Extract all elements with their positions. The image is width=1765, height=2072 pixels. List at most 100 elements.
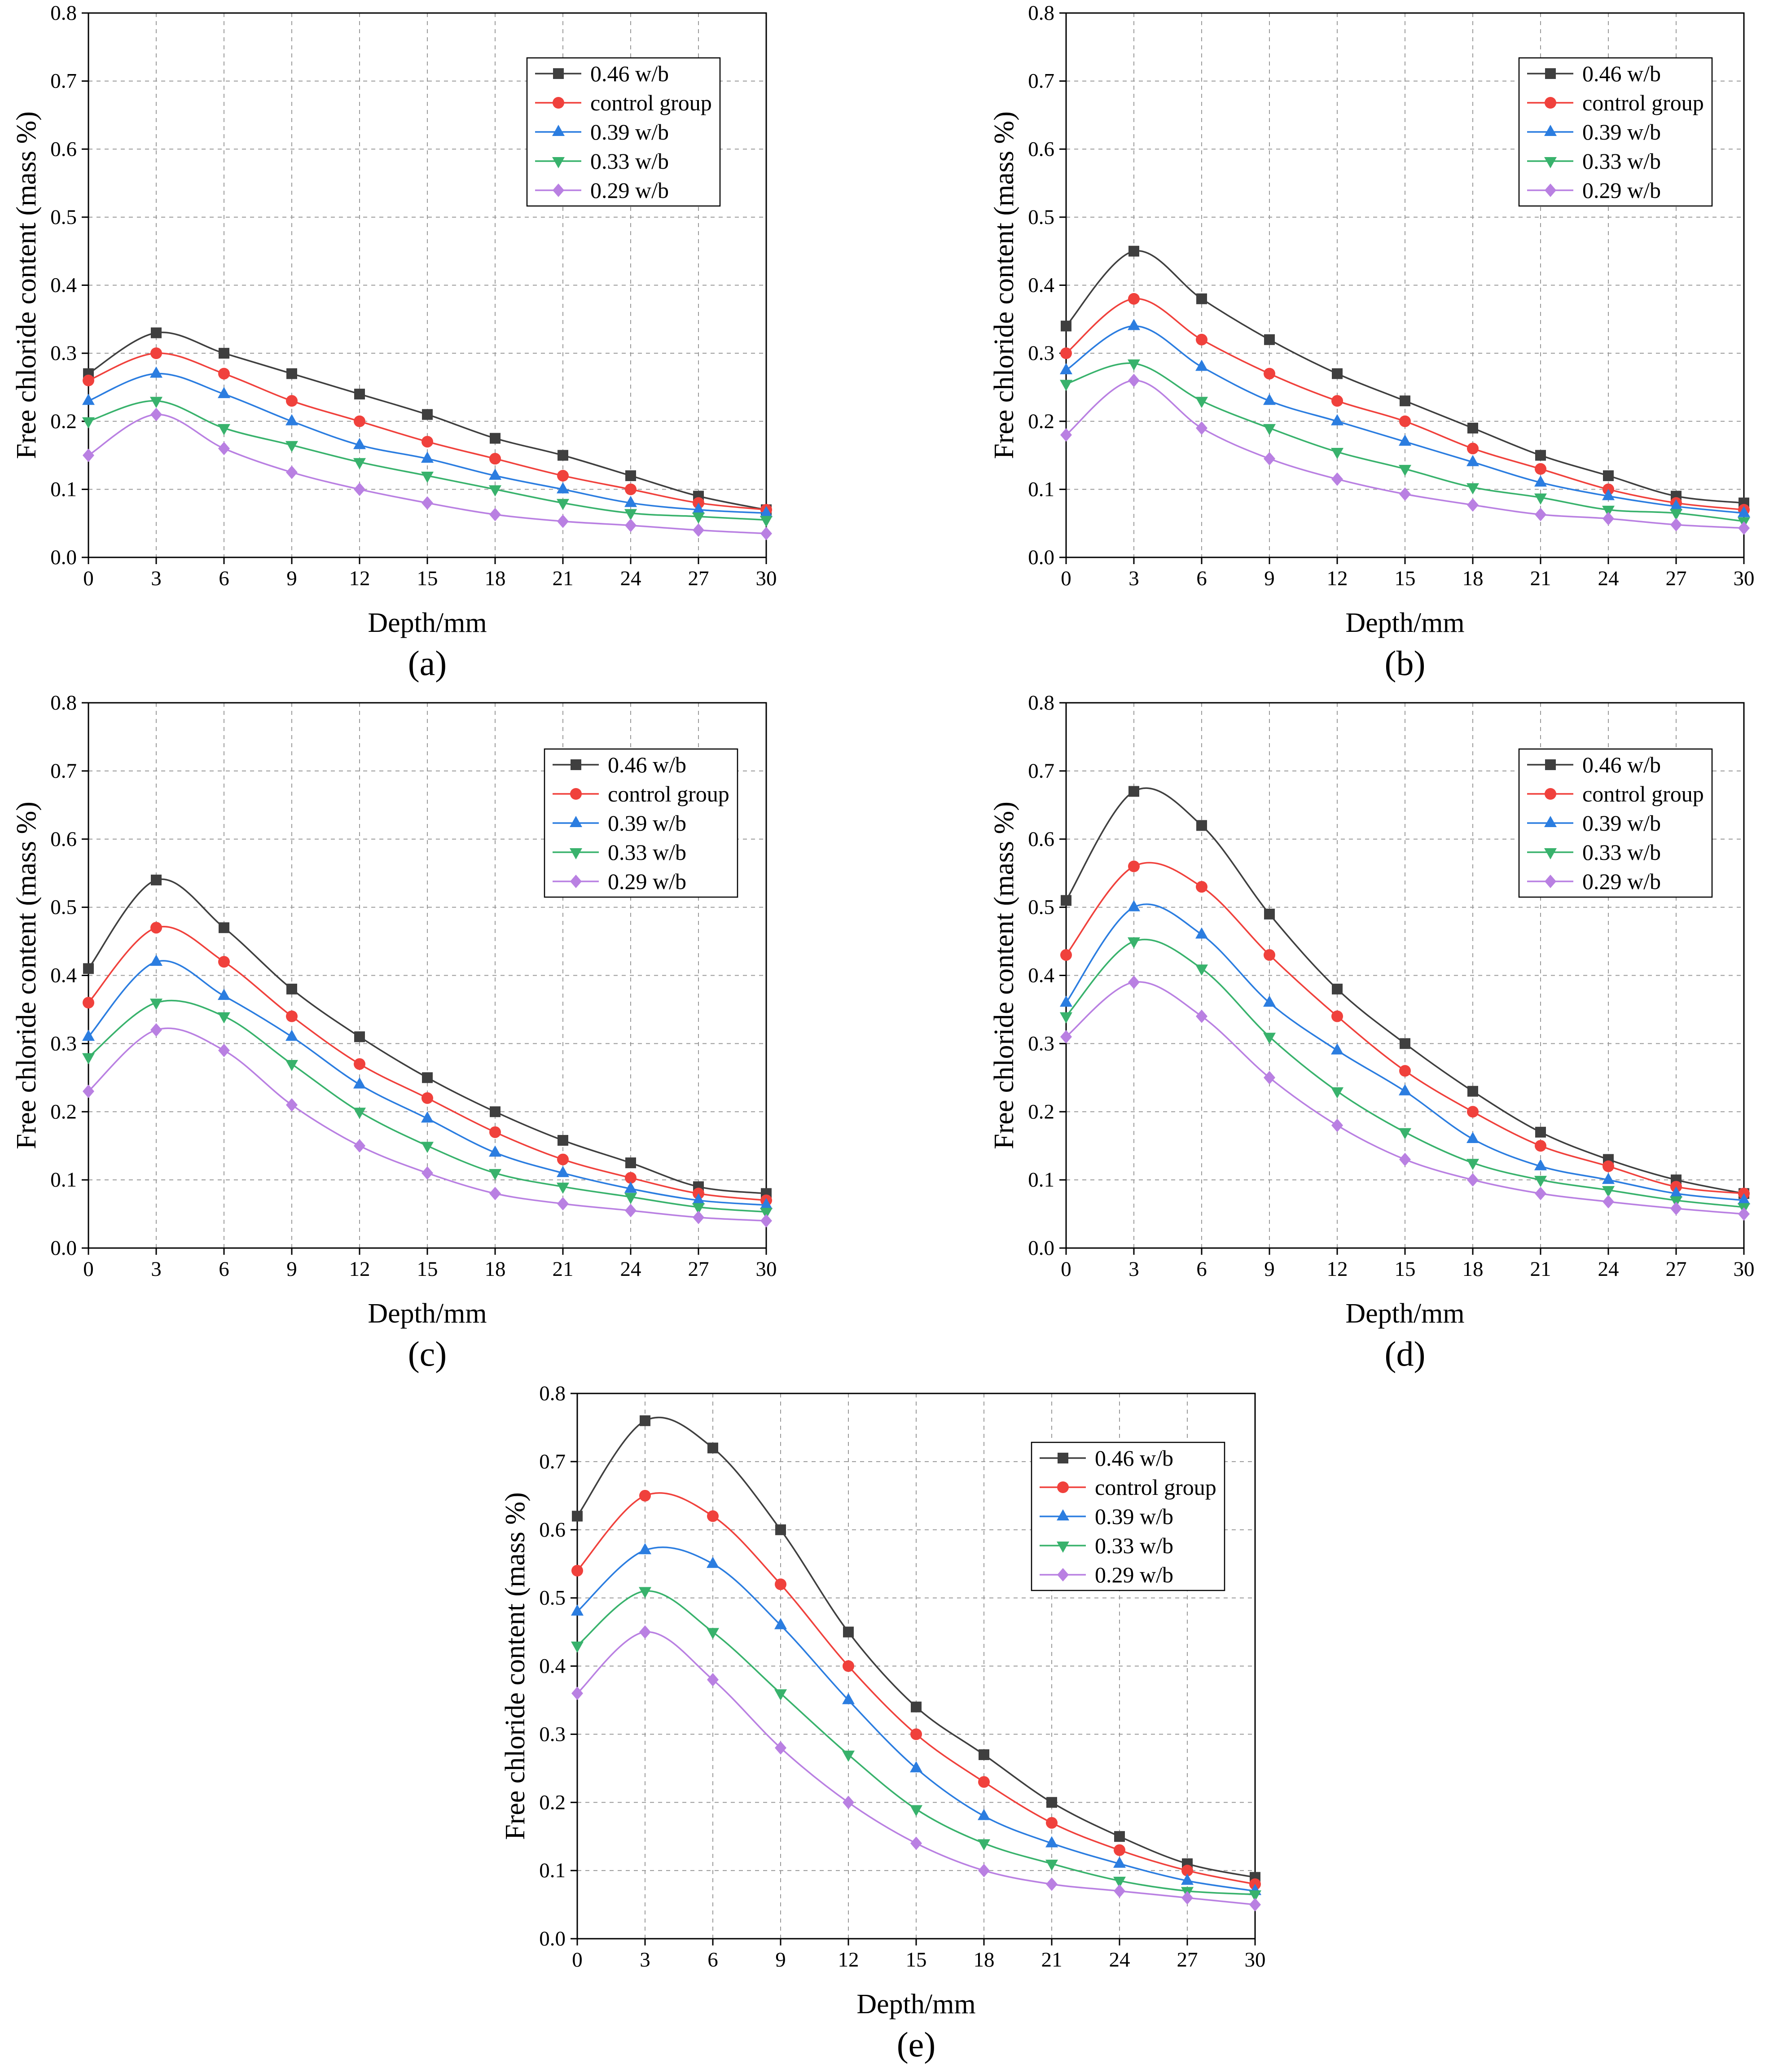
- data-point-control-group-2: [1196, 881, 1207, 893]
- data-point-0-46-w-b-5: [1400, 395, 1410, 407]
- y-tick-label: 0.2: [539, 1791, 566, 1814]
- data-point-0-39-w-b-6: [1466, 455, 1479, 466]
- x-tick-label: 24: [1109, 1948, 1130, 1971]
- data-point-0-29-w-b-7: [557, 514, 569, 528]
- x-tick-label: 12: [838, 1948, 859, 1971]
- data-point-0-29-w-b-10: [760, 526, 772, 540]
- legend-item: control group: [1527, 781, 1704, 806]
- data-point-0-29-w-b-9: [693, 1210, 704, 1224]
- legend-marker-triangle-down: [570, 848, 582, 859]
- data-point-0-39-w-b-2: [1195, 359, 1208, 371]
- data-point-0-46-w-b-8: [1603, 470, 1614, 482]
- x-tick-label: 9: [1264, 567, 1275, 590]
- x-tick-label: 21: [553, 1257, 574, 1281]
- x-tick-label: 24: [620, 567, 641, 590]
- x-tick-label: 15: [417, 567, 438, 590]
- data-point-0-46-w-b-6: [1467, 1086, 1478, 1097]
- data-point-control-group-1: [639, 1489, 651, 1502]
- data-point-0-33-w-b-4: [842, 1750, 855, 1762]
- data-point-control-group-4: [354, 415, 365, 427]
- data-point-control-group-6: [1467, 442, 1479, 455]
- data-point-control-group-2: [1196, 333, 1207, 346]
- panel-e: 0 3 6 9 12 15 18 21 24 27 300.00.10.20.30.40.50.60…: [500, 1382, 1266, 2064]
- panel-a: 0 3 6 9 12 15 18 21 24 27 300.00.10.20.30.40.50.60…: [11, 1, 777, 683]
- y-tick-label: 0.5: [1028, 896, 1054, 919]
- data-point-0-39-w-b-2: [1195, 927, 1208, 939]
- y-tick-label: 0.0: [50, 1236, 77, 1260]
- data-point-0-33-w-b-7: [1045, 1859, 1058, 1871]
- y-tick-label: 0.3: [1028, 1032, 1054, 1055]
- x-tick-label: 12: [349, 567, 370, 590]
- data-point-control-group-2: [218, 956, 230, 968]
- legend-marker-triangle-down: [1544, 157, 1557, 168]
- data-point-0-29-w-b-5: [421, 1166, 433, 1180]
- data-point-0-29-w-b-2: [218, 1043, 230, 1057]
- legend-label: 0.39 w/b: [1582, 810, 1661, 836]
- x-tick-label: 24: [620, 1257, 641, 1281]
- data-point-0-29-w-b-4: [354, 1139, 365, 1153]
- data-point-0-33-w-b-6: [978, 1839, 990, 1851]
- data-point-0-29-w-b-1: [639, 1625, 651, 1639]
- data-point-0-33-w-b-5: [1399, 1128, 1411, 1139]
- panel-d: 0 3 6 9 12 15 18 21 24 27 300.00.10.20.30.40.50.60…: [989, 691, 1755, 1373]
- data-point-control-group-4: [843, 1660, 854, 1672]
- series-line-0-33-w-b: [88, 999, 767, 1213]
- data-point-0-29-w-b-5: [1399, 1152, 1411, 1166]
- data-point-0-29-w-b-8: [1603, 1195, 1614, 1209]
- y-tick-label: 0.5: [1028, 206, 1054, 229]
- legend-label: 0.39 w/b: [1582, 119, 1661, 145]
- data-point-control-group-1: [1128, 860, 1140, 872]
- y-tick-label: 0.6: [50, 137, 77, 161]
- panel-label: (a): [408, 644, 447, 683]
- x-axis: 0 3 6 9 12 15 18 21 24 27 30: [83, 1248, 777, 1281]
- y-tick-label: 0.7: [50, 759, 77, 783]
- data-point-0-29-w-b-0: [1060, 1030, 1072, 1044]
- data-point-0-33-w-b-1: [1128, 937, 1140, 949]
- legend-item: 0.33 w/b: [1527, 149, 1661, 174]
- data-point-0-29-w-b-7: [557, 1197, 569, 1211]
- data-point-0-46-w-b-4: [354, 389, 365, 400]
- legend-marker-triangle-down: [1544, 848, 1557, 859]
- legend-marker-square: [1545, 68, 1556, 79]
- panel-label: (b): [1385, 644, 1426, 683]
- data-point-control-group-0: [1060, 347, 1072, 359]
- legend-marker-triangle-up: [570, 816, 582, 827]
- legend-marker-diamond: [1545, 184, 1556, 197]
- data-point-0-39-w-b-9: [1670, 1186, 1682, 1198]
- y-tick-label: 0.8: [1028, 691, 1054, 714]
- data-point-0-29-w-b-8: [625, 518, 637, 532]
- data-point-0-29-w-b-6: [489, 1187, 501, 1200]
- legend-item: control group: [535, 90, 712, 115]
- data-point-0-29-w-b-3: [775, 1741, 786, 1755]
- legend-marker-triangle-up: [552, 125, 565, 136]
- legend-marker-square: [553, 68, 564, 79]
- data-point-0-46-w-b-2: [219, 348, 229, 359]
- data-point-0-46-w-b-1: [151, 327, 162, 338]
- data-point-0-33-w-b-6: [1466, 483, 1479, 495]
- y-tick-label: 0.7: [1028, 759, 1054, 783]
- data-point-0-39-w-b-5: [421, 451, 434, 463]
- y-tick-label: 0.3: [1028, 342, 1054, 365]
- data-point-0-39-w-b-1: [1128, 900, 1140, 911]
- x-axis-title: Depth/mm: [1345, 1298, 1464, 1329]
- data-point-control-group-7: [1535, 463, 1546, 475]
- legend-label: 0.29 w/b: [1095, 1562, 1173, 1587]
- data-point-0-46-w-b-5: [911, 1701, 922, 1713]
- data-point-control-group-6: [978, 1776, 990, 1788]
- legend-label: 0.33 w/b: [1582, 840, 1661, 865]
- data-point-0-29-w-b-3: [286, 1098, 298, 1112]
- data-point-0-33-w-b-2: [218, 1012, 230, 1024]
- data-point-0-39-w-b-7: [557, 482, 569, 494]
- data-point-0-46-w-b-6: [490, 433, 501, 444]
- series-group: [1060, 245, 1750, 535]
- data-point-0-33-w-b-6: [1466, 1159, 1479, 1170]
- series-group: [1060, 786, 1750, 1221]
- legend-item: 0.46 w/b: [1527, 752, 1661, 777]
- data-point-0-46-w-b-1: [151, 874, 162, 885]
- y-tick-label: 0.8: [1028, 1, 1054, 25]
- legend: 0.46 w/b control group 0.39 w/b 0.33 w/b 0.2…: [1518, 748, 1713, 898]
- x-tick-label: 18: [1462, 1257, 1484, 1281]
- data-point-control-group-0: [571, 1564, 583, 1577]
- panel-c: 0 3 6 9 12 15 18 21 24 27 300.00.10.20.30.40.50.60…: [11, 691, 777, 1373]
